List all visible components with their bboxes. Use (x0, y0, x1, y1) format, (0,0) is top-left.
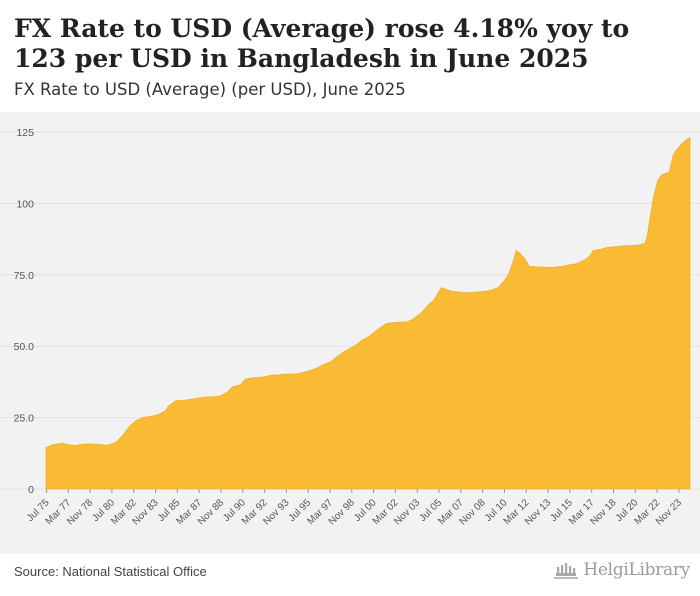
chart-title: FX Rate to USD (Average) rose 4.18% yoy … (14, 14, 630, 73)
chart-subtitle: FX Rate to USD (Average) (per USD), June… (14, 80, 406, 99)
chart-footer: Source: National Statistical Office Helg… (0, 554, 700, 596)
area-series-fx-rate (45, 137, 691, 490)
library-building-icon (554, 563, 579, 579)
chart-header: FX Rate to USD (Average) rose 4.18% yoy … (0, 0, 700, 112)
logo-text: HelgiLibrary (583, 560, 690, 580)
y-tick-label: 100 (16, 198, 34, 210)
y-tick-label: 75.0 (14, 270, 35, 282)
chart-area: 0 25.0 50.0 75.0 100 125 Jul 75 Mar 77 Nov 78 Jul… (0, 112, 700, 554)
y-tick-label: 0 (28, 484, 34, 496)
y-tick-label: 50.0 (14, 341, 35, 353)
helgi-library-logo: HelgiLibrary (554, 560, 690, 580)
y-tick-label: 25.0 (14, 413, 35, 425)
source-note: Source: National Statistical Office (14, 564, 207, 579)
y-tick-label: 125 (16, 127, 34, 139)
